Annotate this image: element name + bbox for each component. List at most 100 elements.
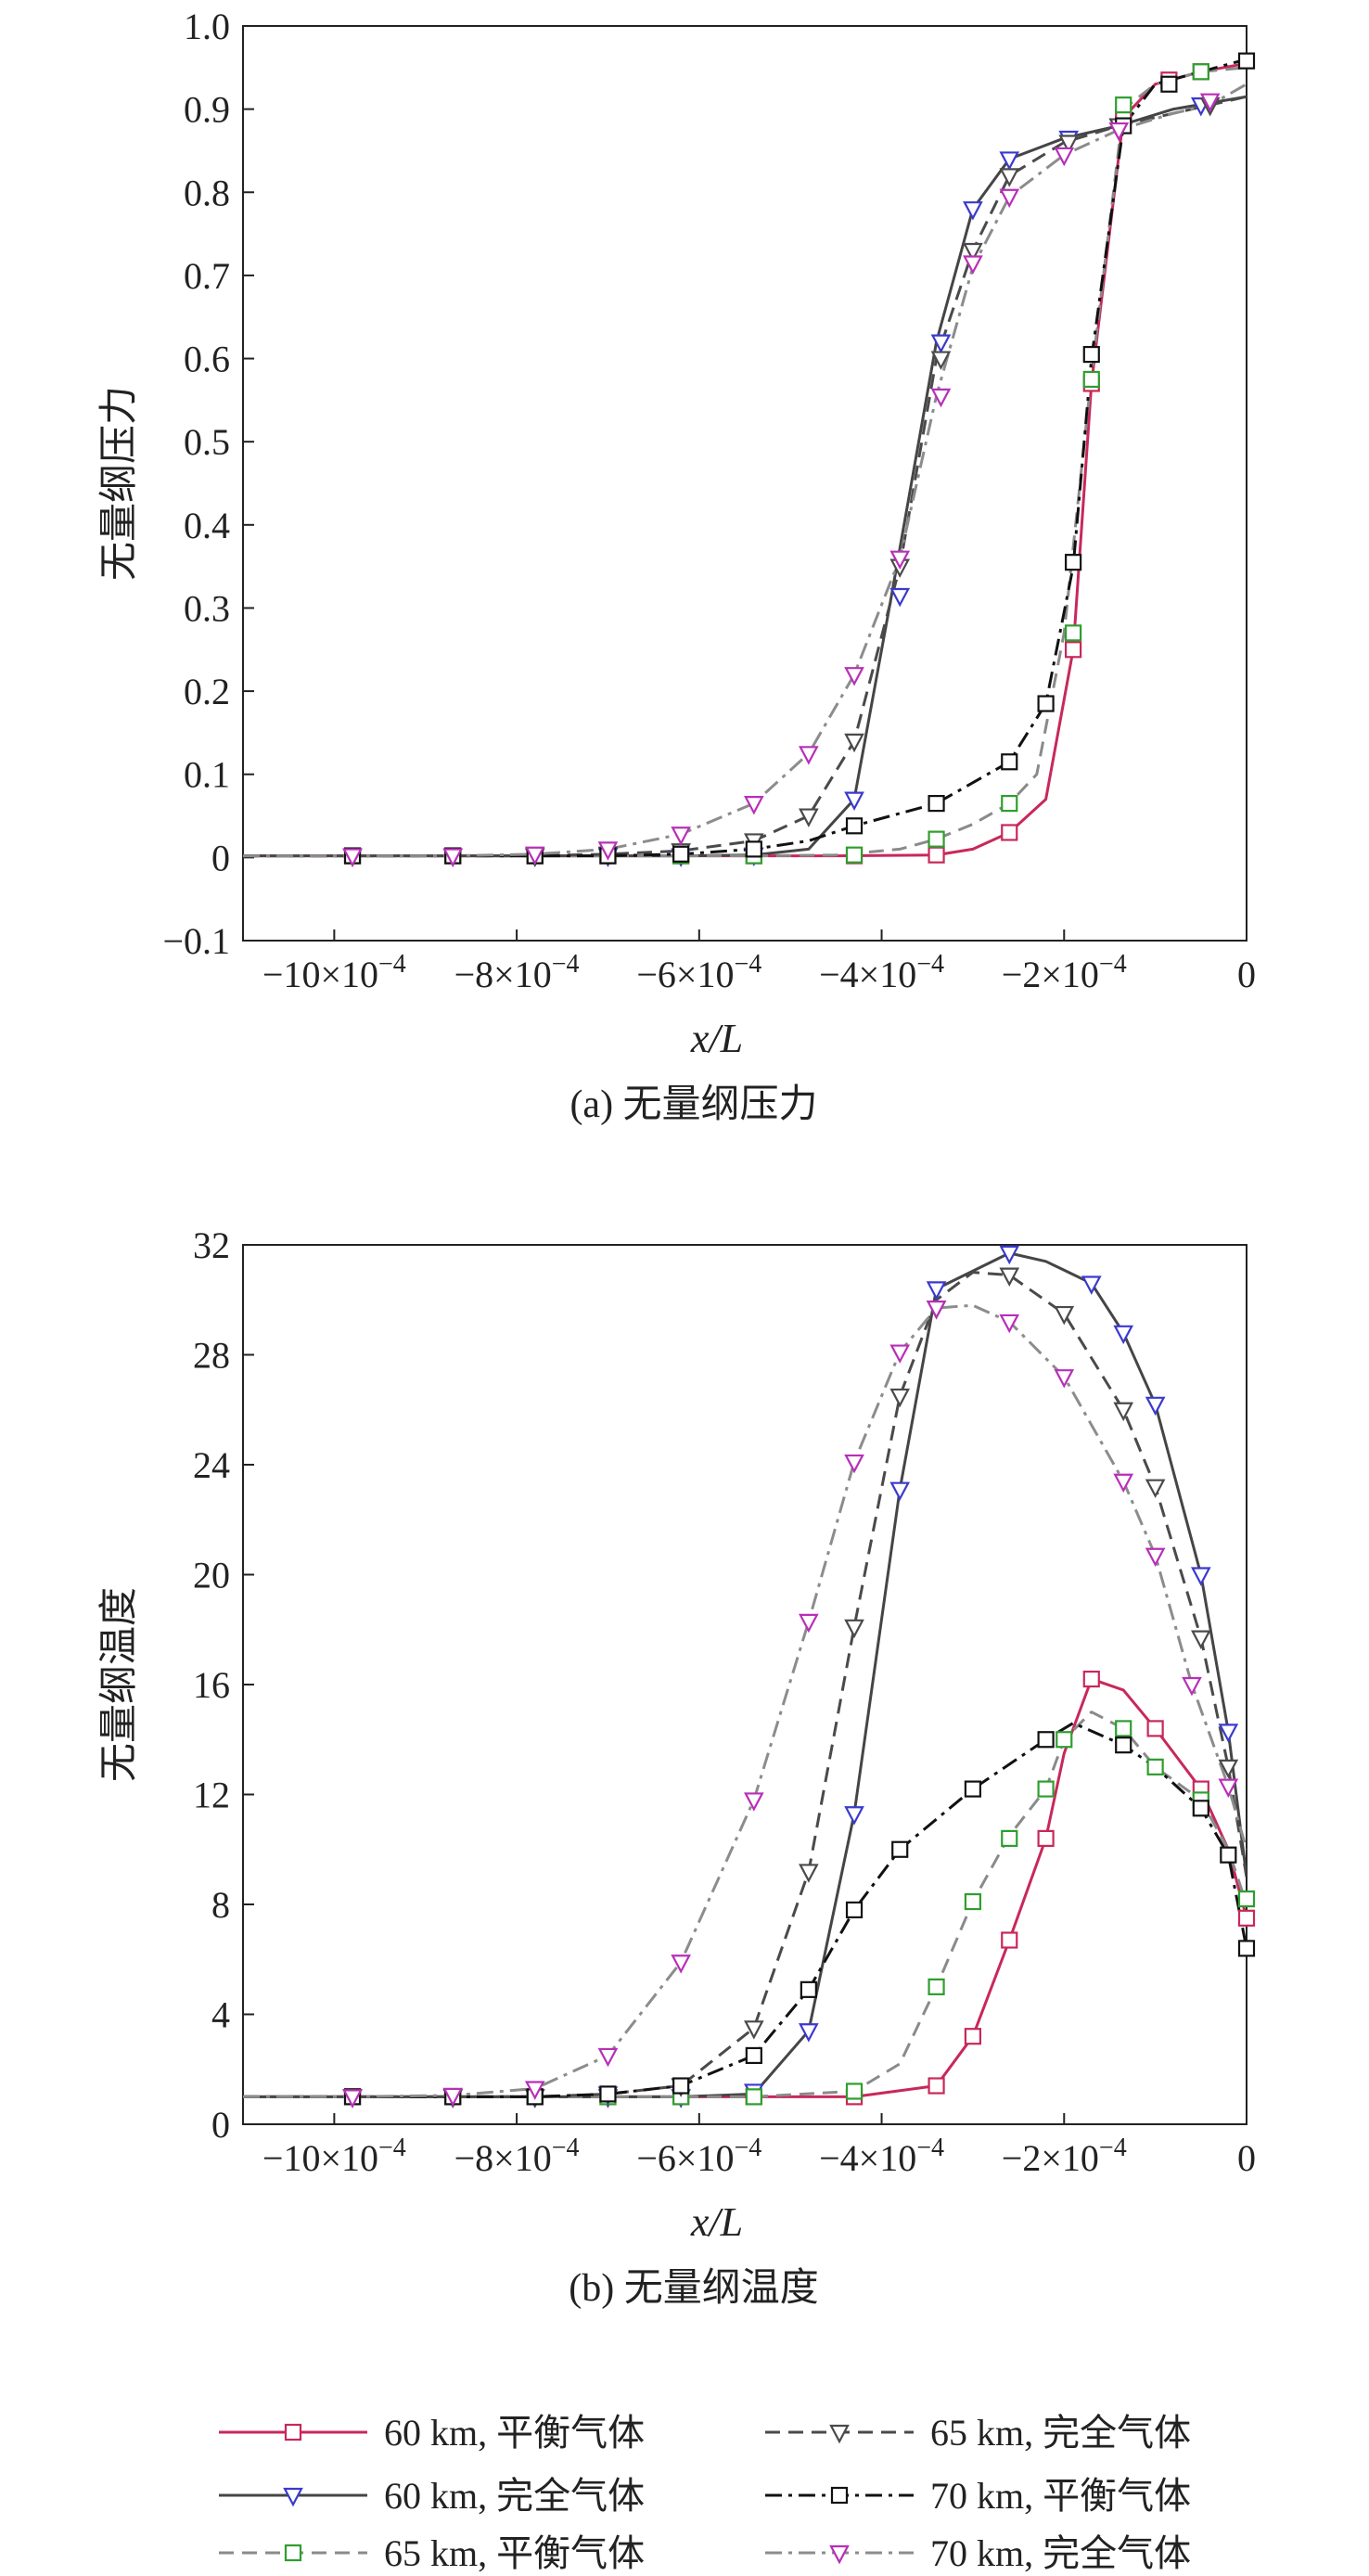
data-point bbox=[999, 168, 1020, 187]
data-point bbox=[999, 151, 1020, 171]
y-axis-label: 无量纲温度 bbox=[96, 1587, 141, 1782]
data-point bbox=[1237, 1909, 1256, 1927]
data-point bbox=[524, 846, 545, 866]
data-point bbox=[672, 845, 690, 863]
y-tick-label: 24 bbox=[193, 1444, 230, 1486]
data-point bbox=[1037, 695, 1055, 712]
y-tick-label: 4 bbox=[211, 1994, 230, 2036]
y-axis-label: 无量纲压力 bbox=[96, 386, 141, 581]
data-point bbox=[844, 791, 864, 811]
data-point bbox=[928, 2077, 945, 2095]
data-point bbox=[1192, 63, 1209, 81]
pressure-chart: −0.1 0 0.1 0.2 0.3 0.4 0.5 0.6 0.7 0.8 0.9 1.0 −10×1… bbox=[96, 6, 1256, 1126]
series-line bbox=[243, 61, 1247, 858]
data-point bbox=[889, 1344, 911, 1364]
y-tick-label: 32 bbox=[193, 1224, 230, 1266]
x-tick-label: −8×10−4 bbox=[454, 2134, 580, 2179]
data-point bbox=[889, 1388, 911, 1408]
data-point bbox=[845, 2083, 864, 2100]
data-point bbox=[1115, 1737, 1132, 1754]
data-point bbox=[889, 1481, 911, 1502]
temperature-chart: 0 4 8 12 16 20 24 28 32 −10×10−4 −8×10−4 −6×10−4 −4×… bbox=[96, 1224, 1256, 2310]
data-point bbox=[1065, 624, 1082, 642]
data-point bbox=[928, 794, 945, 813]
data-point bbox=[799, 1864, 819, 1883]
plot-frame bbox=[242, 25, 1247, 942]
y-tick-label: 28 bbox=[193, 1335, 230, 1377]
series-line bbox=[243, 83, 1247, 858]
legend: 60 km, 平衡气体 65 km, 完全气体 60 km, 完全气体 70 km, … bbox=[219, 2412, 1191, 2574]
legend-label: 60 km, 完全气体 bbox=[384, 2475, 645, 2517]
x-tick-label: 0 bbox=[1237, 954, 1256, 995]
data-point bbox=[845, 1901, 864, 1919]
legend-entry: 65 km, 平衡气体 bbox=[219, 2532, 645, 2574]
data-point bbox=[891, 1840, 909, 1858]
y-tick-label: 0.5 bbox=[184, 421, 230, 463]
x-tick-label: −4×10−4 bbox=[819, 2134, 944, 2179]
y-tick-label: 0.4 bbox=[184, 505, 230, 546]
series-line bbox=[243, 95, 1247, 858]
data-point bbox=[745, 2088, 762, 2106]
data-point bbox=[1160, 75, 1178, 93]
x-axis-label: x/L bbox=[690, 1016, 743, 1061]
series-line bbox=[243, 66, 1247, 858]
data-point bbox=[799, 2023, 819, 2043]
data-point bbox=[799, 1613, 819, 1634]
series-line bbox=[243, 1711, 1247, 2098]
data-point bbox=[1081, 1275, 1102, 1295]
data-point bbox=[671, 827, 691, 846]
y-tick-label: 20 bbox=[193, 1555, 230, 1596]
data-point bbox=[1190, 1567, 1211, 1586]
data-point bbox=[1113, 1402, 1134, 1422]
data-point bbox=[963, 201, 983, 221]
data-point bbox=[672, 2077, 690, 2095]
x-tick-label: −8×10−4 bbox=[454, 950, 580, 995]
legend-marker bbox=[829, 2544, 850, 2565]
x-axis-label: x/L bbox=[690, 2199, 743, 2245]
data-point bbox=[1113, 1473, 1134, 1493]
data-point bbox=[1146, 1720, 1164, 1737]
x-tick-label: −6×10−4 bbox=[636, 950, 761, 995]
panel-caption: (a) 无量纲压力 bbox=[569, 1083, 817, 1126]
data-point bbox=[1218, 1724, 1239, 1743]
data-point bbox=[1190, 1630, 1211, 1649]
data-point bbox=[963, 242, 983, 263]
x-tick-label: 0 bbox=[1237, 2137, 1256, 2179]
data-point bbox=[964, 2028, 982, 2045]
legend-marker bbox=[830, 2486, 849, 2505]
data-point bbox=[1108, 122, 1130, 142]
data-point bbox=[844, 667, 864, 686]
data-point bbox=[1082, 345, 1100, 364]
legend-entry: 60 km, 平衡气体 bbox=[219, 2412, 645, 2454]
data-point bbox=[926, 1301, 947, 1320]
y-tick-label: 0.6 bbox=[184, 339, 230, 380]
data-point bbox=[1058, 135, 1080, 154]
data-point bbox=[1054, 1369, 1075, 1389]
data-point bbox=[844, 1806, 864, 1826]
data-point bbox=[744, 795, 764, 815]
y-tick-label: 16 bbox=[193, 1664, 230, 1706]
data-point bbox=[1237, 1890, 1256, 1908]
data-point bbox=[999, 188, 1020, 209]
data-point bbox=[964, 1892, 982, 1911]
data-point bbox=[930, 351, 952, 370]
data-point bbox=[963, 255, 983, 275]
data-point bbox=[1115, 1720, 1132, 1737]
data-point bbox=[1054, 147, 1075, 167]
data-point bbox=[597, 841, 619, 861]
data-point bbox=[745, 2046, 762, 2065]
x-tick-label: −2×10−4 bbox=[1002, 2134, 1127, 2179]
data-point bbox=[342, 848, 363, 867]
data-point bbox=[442, 2087, 464, 2108]
x-tick-label: −4×10−4 bbox=[819, 950, 944, 995]
legend-label: 70 km, 完全气体 bbox=[930, 2532, 1191, 2574]
data-point bbox=[1237, 52, 1256, 70]
data-point bbox=[1054, 1305, 1075, 1326]
data-point bbox=[1082, 370, 1100, 389]
y-tick-label: 0.2 bbox=[184, 671, 230, 712]
data-point bbox=[844, 1619, 864, 1639]
data-point bbox=[1037, 1780, 1055, 1798]
data-point bbox=[1056, 1731, 1073, 1749]
panel-caption: (b) 无量纲温度 bbox=[569, 2267, 818, 2310]
